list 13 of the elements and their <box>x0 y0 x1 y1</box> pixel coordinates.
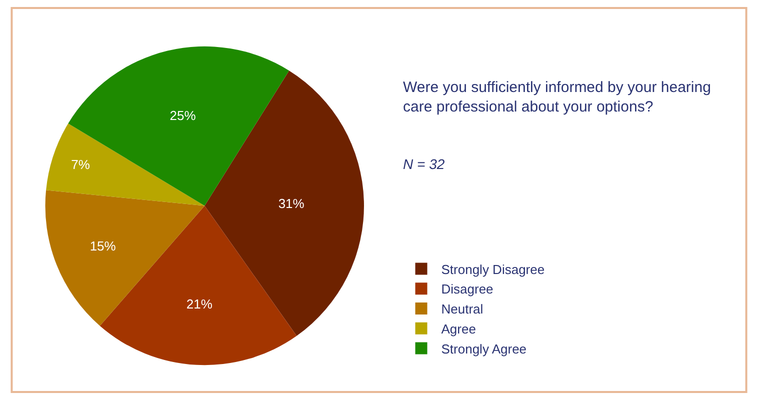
data-label: 31% <box>278 196 305 211</box>
data-label: 7% <box>71 157 90 172</box>
data-label: 15% <box>90 238 116 254</box>
pie-slice <box>46 123 205 206</box>
legend-label: Strongly Agree <box>441 341 527 356</box>
legend-label: Disagree <box>441 282 494 297</box>
legend-label: Strongly Disagree <box>441 262 545 277</box>
text: Were you sufficiently informed by your hearing care professional about your options? <box>403 79 711 116</box>
data-label: 25% <box>170 108 196 123</box>
legend-label: Agree <box>441 321 476 336</box>
data-label: 21% <box>186 296 213 312</box>
text: N = 32 <box>403 156 445 172</box>
legend-label: Neutral <box>441 302 484 317</box>
